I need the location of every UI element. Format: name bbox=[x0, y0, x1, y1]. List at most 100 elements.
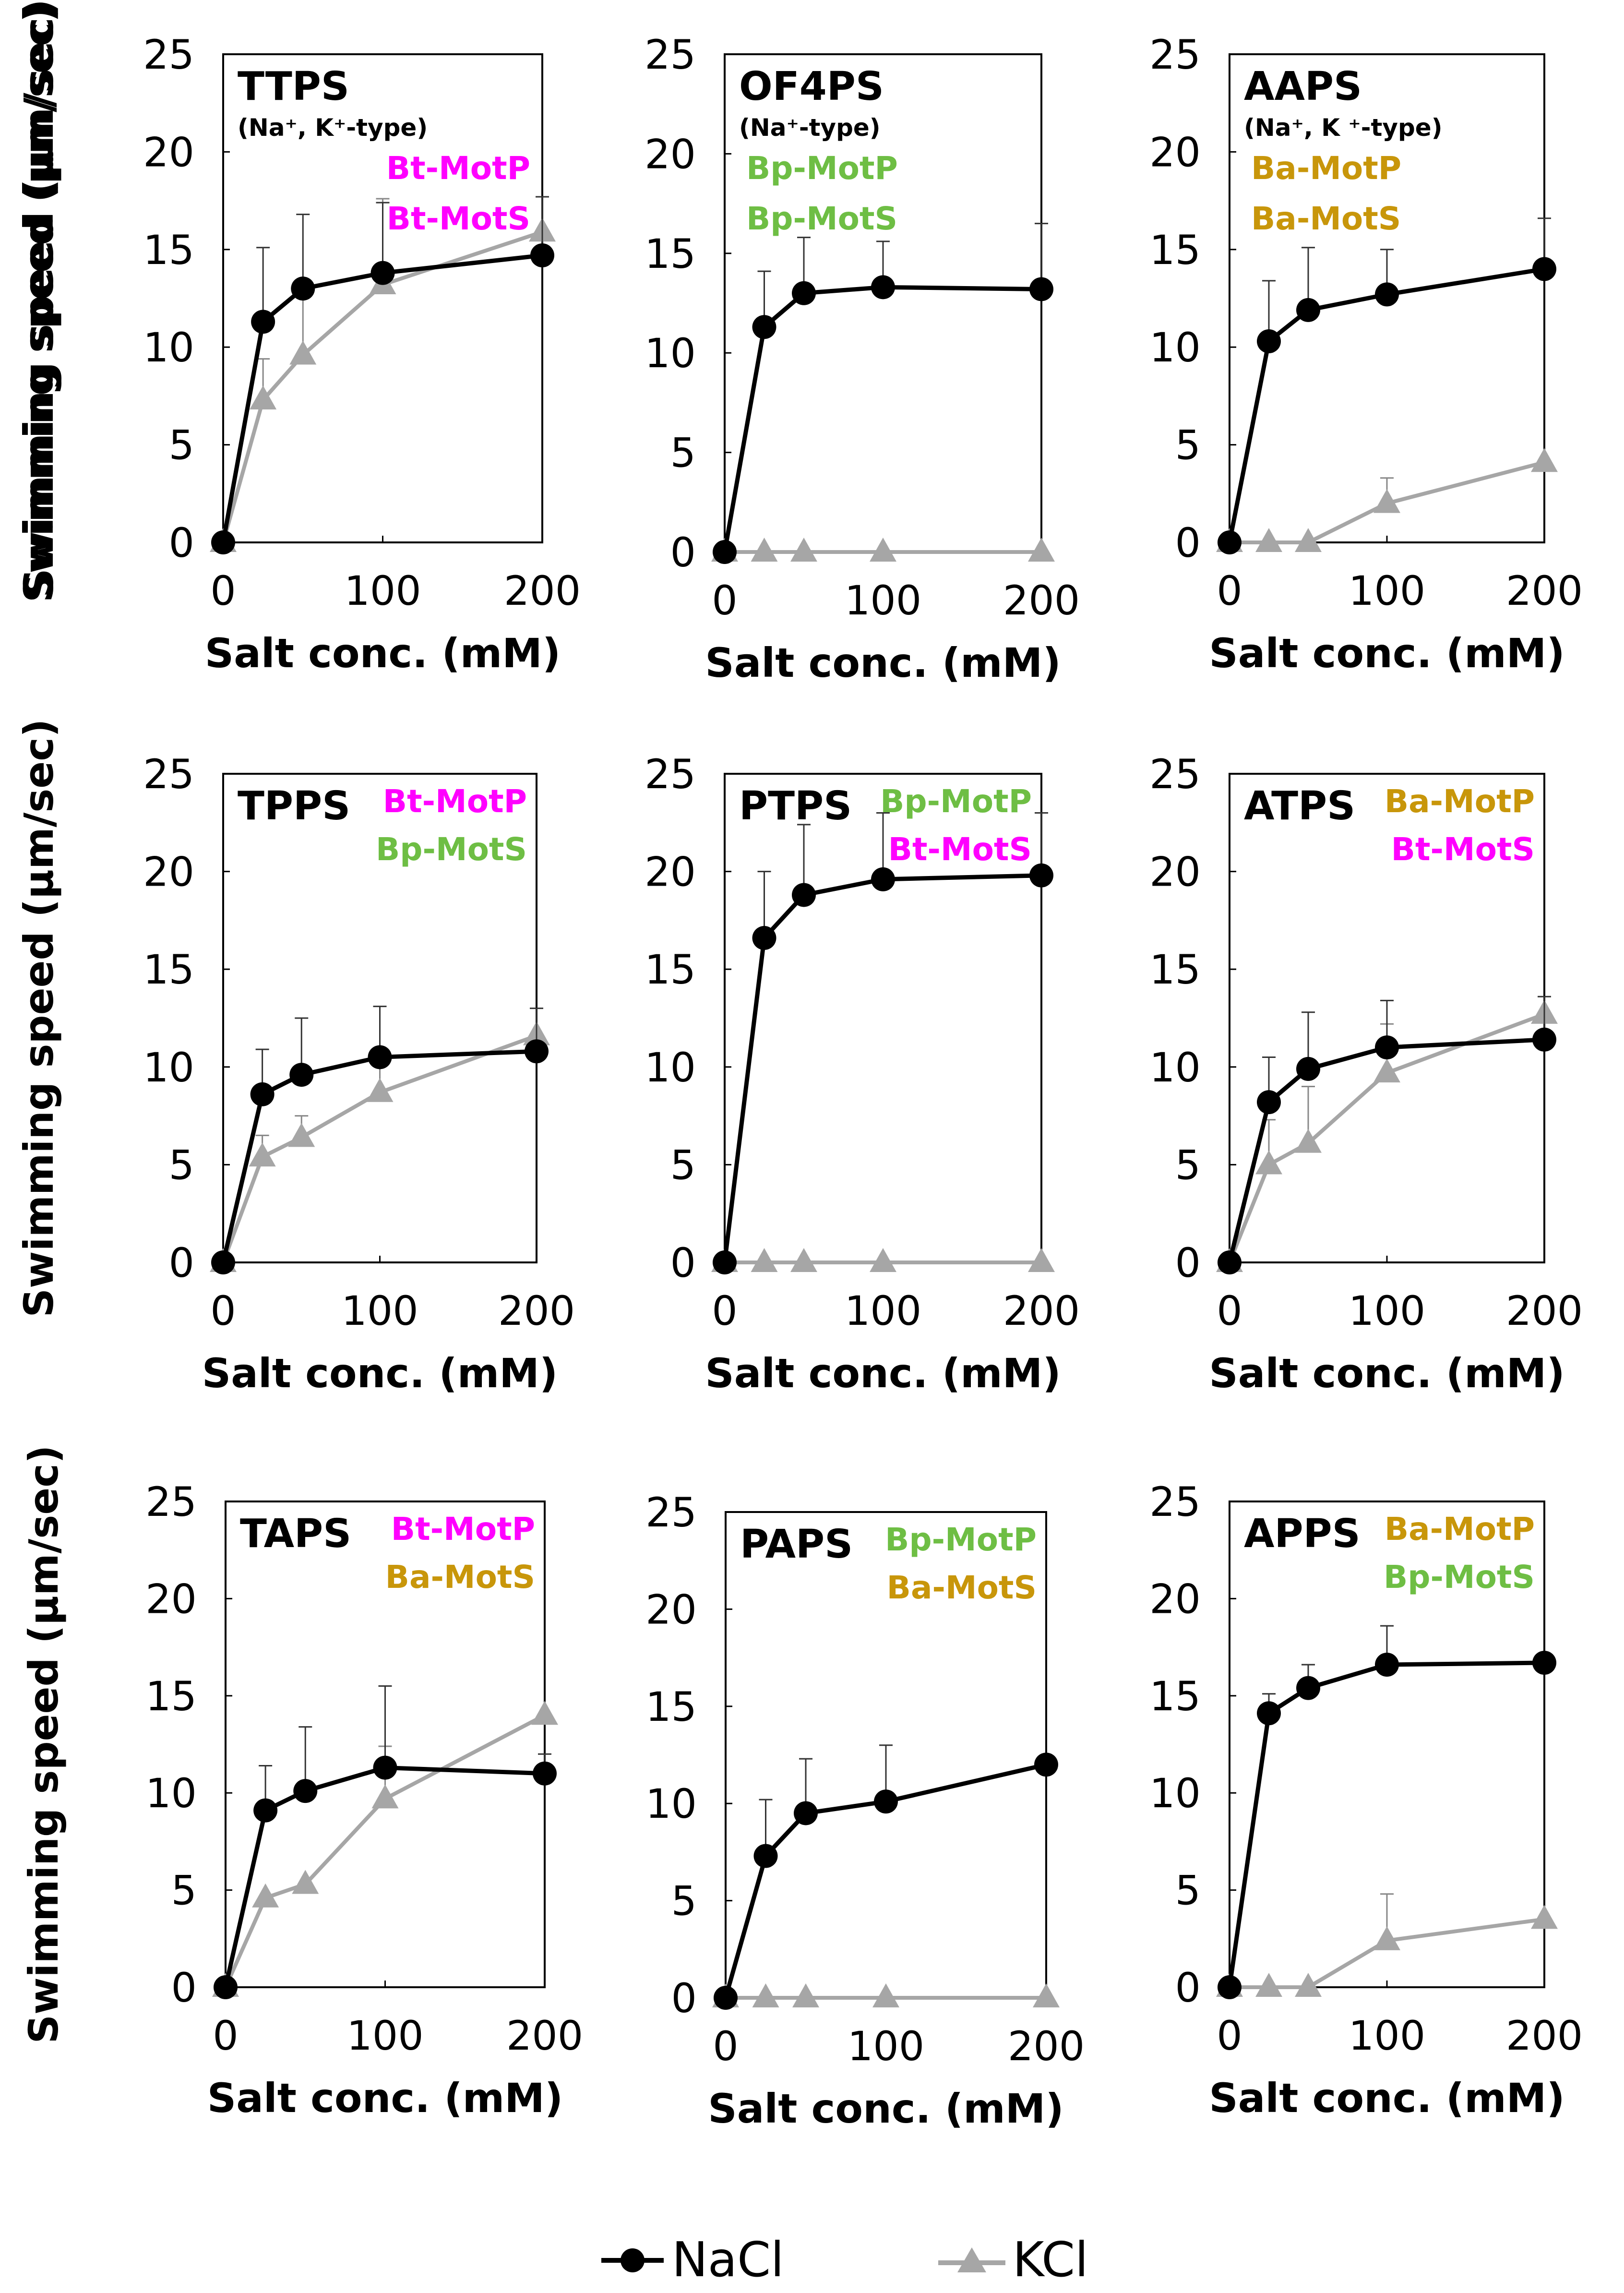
data-point-kcl bbox=[752, 1983, 779, 2007]
x-axis-label: Salt conc. (mM) bbox=[207, 2075, 563, 2122]
data-point-nacl bbox=[368, 1045, 392, 1069]
data-point-nacl bbox=[1218, 1975, 1242, 1999]
chart-panel-ptps: 0 5 10 15 20 25 0 100 200 Salt conc. (mM) PTPS Bp-M… bbox=[645, 751, 1080, 1397]
y-tick-label: 5 bbox=[1175, 1141, 1201, 1189]
data-point-nacl bbox=[251, 310, 275, 334]
x-tick-label: 200 bbox=[498, 1287, 575, 1334]
x-tick-label: 200 bbox=[1506, 1287, 1583, 1334]
legend-kcl-marker bbox=[957, 2247, 986, 2272]
data-point-nacl bbox=[1375, 1035, 1399, 1060]
stator-label-bp-mots: Bp-MotS bbox=[376, 831, 527, 868]
y-tick-label: 10 bbox=[143, 324, 194, 371]
data-point-nacl bbox=[291, 276, 315, 301]
y-tick-label: 15 bbox=[143, 946, 194, 993]
y-tick-label: 0 bbox=[171, 1964, 197, 2011]
series-nacl bbox=[214, 1685, 557, 1999]
x-axis-label: Salt conc. (mM) bbox=[205, 630, 561, 677]
x-tick-label: 100 bbox=[845, 577, 921, 624]
data-point-nacl bbox=[1257, 1701, 1281, 1726]
data-point-nacl bbox=[752, 315, 776, 339]
data-point-kcl bbox=[1028, 1248, 1055, 1272]
y-tick-label: 15 bbox=[143, 227, 194, 274]
x-tick-label: 0 bbox=[1217, 567, 1242, 614]
y-tick-label: 0 bbox=[1175, 1239, 1201, 1286]
stator-label-bt-motp: Bt-MotP bbox=[383, 783, 527, 820]
data-point-kcl bbox=[1373, 489, 1400, 513]
data-point-nacl bbox=[1532, 1027, 1556, 1052]
series-nacl bbox=[211, 196, 554, 554]
data-point-nacl bbox=[792, 883, 816, 907]
y-tick-label: 0 bbox=[1175, 1964, 1201, 2011]
panel-title: PTPS bbox=[739, 783, 852, 829]
x-tick-label: 100 bbox=[1349, 1287, 1425, 1334]
y-tick-label: 5 bbox=[1175, 422, 1201, 469]
y-tick-label: 20 bbox=[1149, 129, 1201, 176]
x-tick-label: 0 bbox=[712, 1287, 737, 1334]
x-axis-label: Salt conc. (mM) bbox=[1209, 630, 1565, 677]
data-point-kcl bbox=[1255, 528, 1282, 552]
y-tick-label: 0 bbox=[1175, 519, 1201, 566]
y-tick-label: 20 bbox=[1149, 1575, 1201, 1622]
x-tick-label: 0 bbox=[712, 577, 737, 624]
x-axis-label: Salt conc. (mM) bbox=[705, 1350, 1061, 1397]
data-point-kcl bbox=[1033, 1983, 1060, 2007]
data-point-nacl bbox=[871, 275, 895, 300]
panel-title: TAPS bbox=[240, 1511, 351, 1557]
y-tick-label: 15 bbox=[1149, 1673, 1201, 1720]
y-tick-label: 5 bbox=[670, 430, 696, 477]
x-tick-label: 100 bbox=[344, 567, 421, 614]
y-tick-label: 5 bbox=[671, 1878, 697, 1925]
data-point-kcl bbox=[292, 1870, 319, 1894]
series-nacl bbox=[713, 223, 1053, 564]
y-tick-label: 20 bbox=[143, 849, 194, 896]
y-tick-label: 5 bbox=[169, 1141, 194, 1189]
x-tick-label: 0 bbox=[713, 2023, 738, 2070]
y-tick-label: 10 bbox=[1149, 324, 1201, 371]
data-point-nacl bbox=[1296, 1676, 1320, 1700]
stator-label-ba-motp: Ba-MotP bbox=[1385, 1511, 1535, 1548]
y-tick-label: 25 bbox=[645, 31, 696, 78]
y-tick-label: 10 bbox=[145, 1770, 197, 1817]
data-point-nacl bbox=[1296, 298, 1320, 322]
data-point-nacl bbox=[1034, 1753, 1058, 1777]
data-point-kcl bbox=[1295, 1128, 1322, 1153]
y-tick-label: 20 bbox=[1149, 849, 1201, 896]
legend-nacl-label: NaCl bbox=[672, 2232, 784, 2288]
series-kcl bbox=[711, 1248, 1055, 1272]
stator-label-bp-mots: Bp-MotS bbox=[1384, 1559, 1535, 1596]
data-point-kcl bbox=[371, 1784, 399, 1809]
data-point-nacl bbox=[792, 281, 816, 305]
stator-label-ba-mots: Ba-MotS bbox=[385, 1559, 535, 1596]
y-tick-label: 20 bbox=[645, 849, 696, 896]
data-point-kcl bbox=[790, 1248, 817, 1272]
stator-label-bp-motp: Bp-MotP bbox=[746, 150, 898, 187]
data-point-nacl bbox=[713, 540, 737, 564]
x-tick-label: 100 bbox=[848, 2023, 924, 2070]
y-tick-label: 25 bbox=[645, 751, 696, 798]
y-tick-label: 5 bbox=[169, 422, 194, 469]
data-point-nacl bbox=[1029, 863, 1053, 888]
data-point-kcl bbox=[751, 1248, 778, 1272]
stator-label-bt-motp: Bt-MotP bbox=[386, 150, 530, 187]
y-tick-label: 5 bbox=[670, 1141, 696, 1189]
x-tick-label: 100 bbox=[341, 1287, 418, 1334]
stator-label-bt-motp: Bt-MotP bbox=[391, 1511, 535, 1548]
stator-label-ba-motp: Ba-MotP bbox=[1385, 783, 1535, 820]
y-tick-label: 25 bbox=[145, 1478, 197, 1525]
series-nacl bbox=[1218, 217, 1556, 554]
x-tick-label: 0 bbox=[1217, 1287, 1242, 1334]
data-point-kcl bbox=[1373, 1926, 1400, 1950]
y-tick-label: 15 bbox=[145, 1673, 197, 1720]
panel-title: TTPS bbox=[238, 64, 349, 109]
chart-panel-taps: 0 5 10 15 20 25 0 100 200 Salt conc. (mM) Swimming… bbox=[20, 1445, 583, 2122]
x-axis-label: Salt conc. (mM) bbox=[708, 2085, 1064, 2132]
data-point-kcl bbox=[870, 538, 896, 562]
data-point-nacl bbox=[1375, 1653, 1399, 1677]
y-tick-label: 5 bbox=[1175, 1867, 1201, 1914]
data-point-kcl bbox=[288, 1123, 315, 1147]
y-axis-label: Swimming speed (μm/sec) bbox=[15, 719, 62, 1318]
x-axis-label: Salt conc. (mM) bbox=[1209, 1350, 1565, 1397]
